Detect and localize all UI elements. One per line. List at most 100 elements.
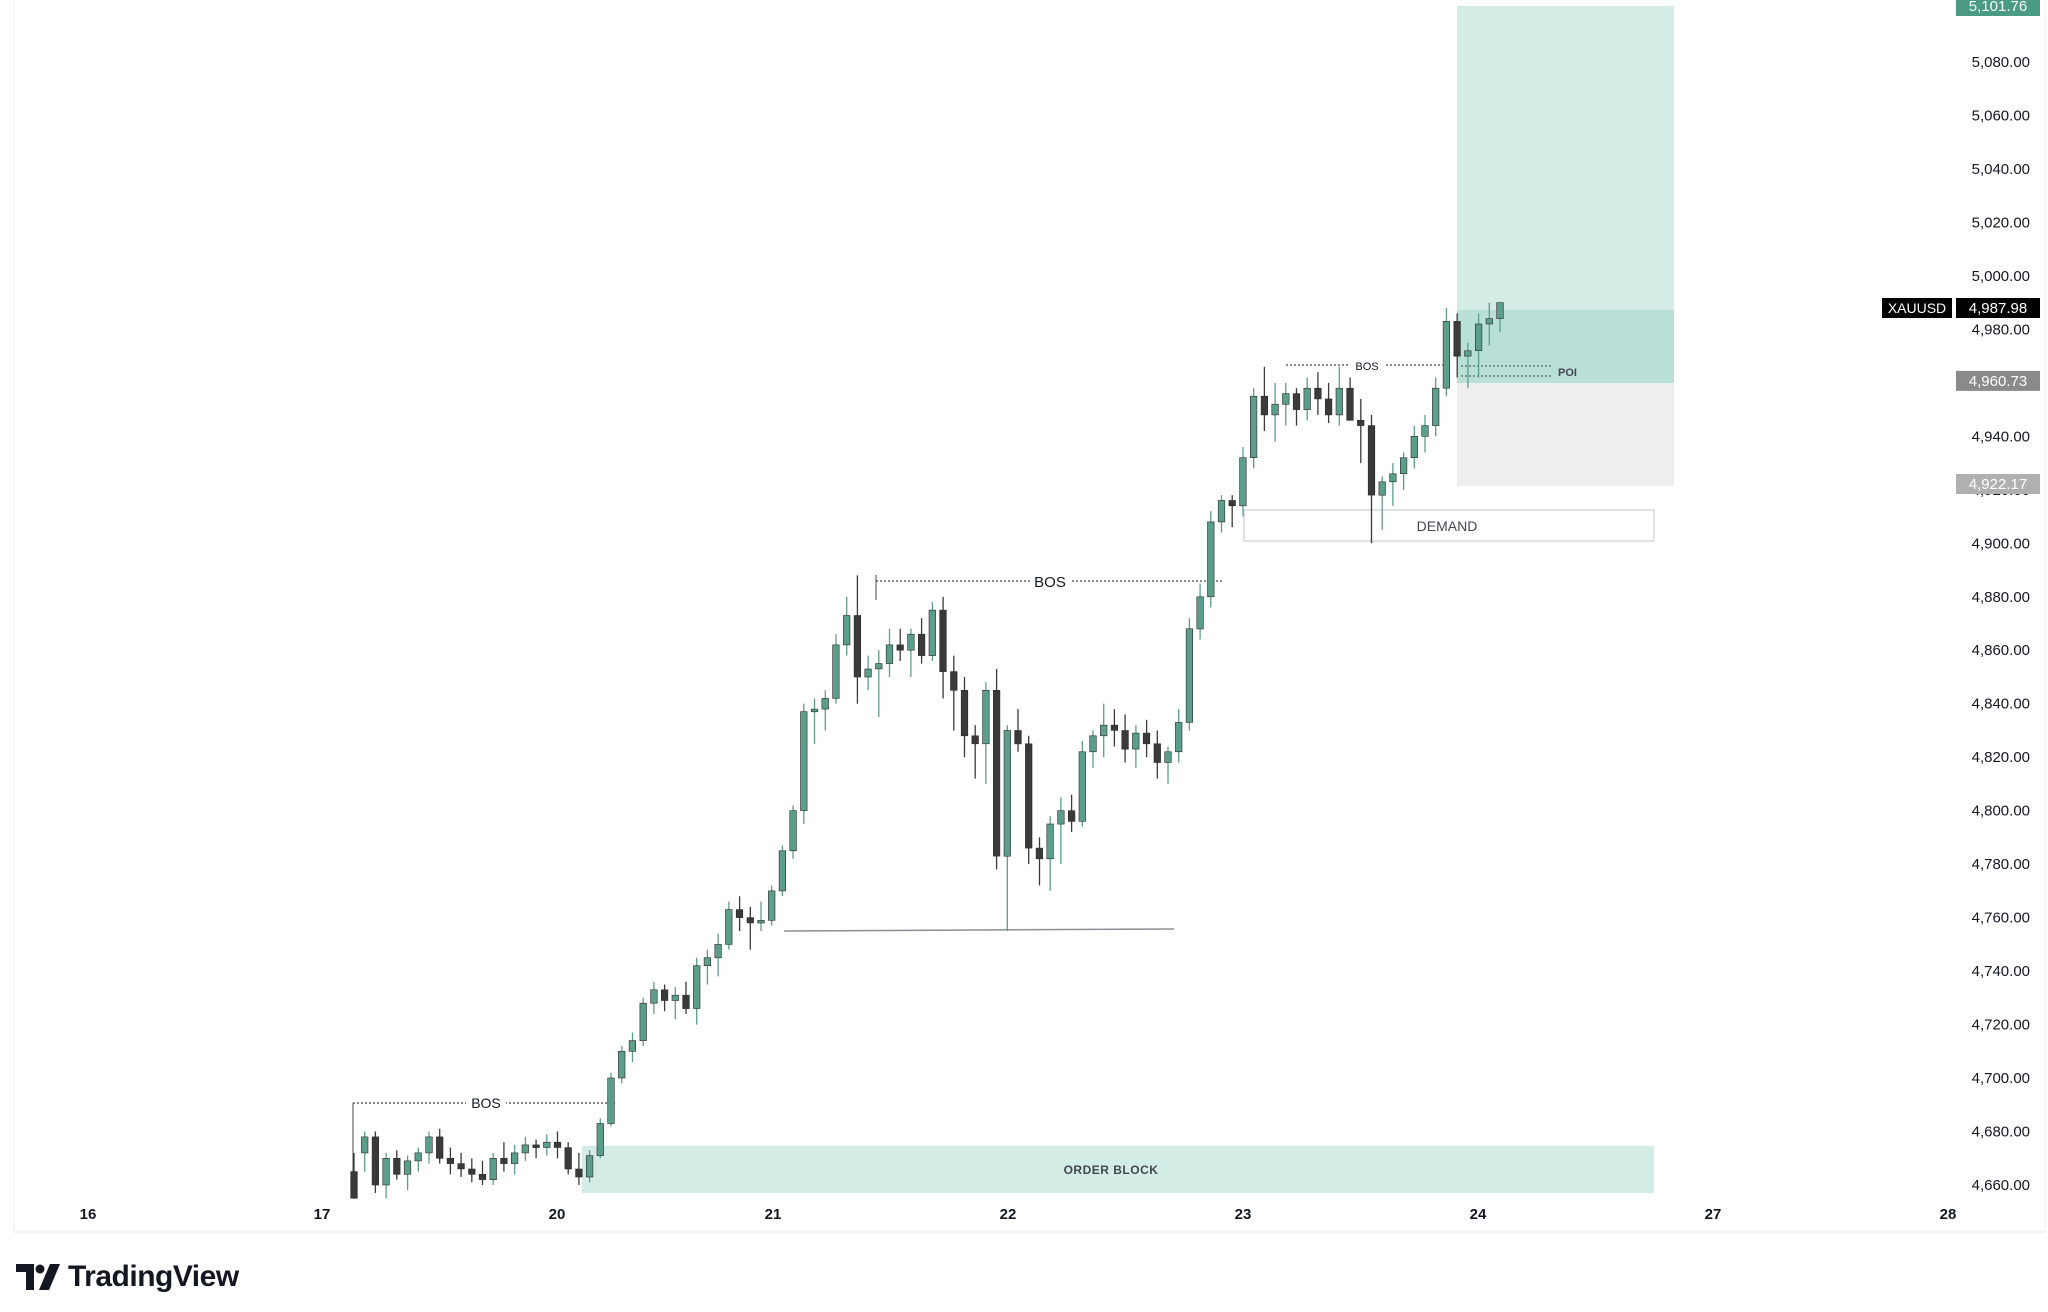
- candle: [1164, 746, 1172, 784]
- candle: [982, 682, 990, 784]
- candle: [875, 650, 883, 718]
- price-tick-label: 5,080.00: [1972, 54, 2030, 71]
- price-badge-label: 4,960.73: [1969, 373, 2027, 390]
- price-tick-label: 4,660.00: [1972, 1177, 2030, 1194]
- price-badge: 5,101.76: [1956, 0, 2040, 16]
- candle-body: [1175, 722, 1183, 753]
- candle-body: [800, 711, 808, 811]
- candle-body: [660, 989, 669, 1001]
- candle-body: [468, 1168, 476, 1175]
- bos-line-2[interactable]: BOS: [875, 572, 1222, 600]
- candle-body: [703, 957, 711, 967]
- candle-body: [1292, 393, 1301, 410]
- bos-line-3[interactable]: BOS: [1286, 358, 1448, 373]
- candle: [1250, 388, 1258, 469]
- candle: [1239, 447, 1247, 517]
- candle-body: [436, 1136, 444, 1159]
- entry-zone[interactable]: [1457, 310, 1674, 383]
- candle-body: [1035, 847, 1043, 860]
- candle-body: [639, 1002, 647, 1041]
- candle-series: [350, 302, 1504, 1199]
- price-badge-bg: [1956, 0, 2040, 16]
- price-tick-label: 4,900.00: [1972, 535, 2030, 552]
- candle: [543, 1134, 551, 1156]
- candle-body: [425, 1136, 433, 1154]
- candle-body: [950, 671, 958, 691]
- candle: [1367, 414, 1376, 544]
- candle: [350, 1152, 358, 1199]
- candle-body: [810, 708, 819, 713]
- time-scale[interactable]: 16 17 20 21 22 23 24 27 28: [80, 1206, 1957, 1223]
- price-badge: 4,922.17: [1956, 474, 2040, 494]
- candle: [457, 1152, 465, 1177]
- candle-body: [1196, 596, 1204, 630]
- candle-body: [393, 1158, 401, 1175]
- candle-body: [1432, 387, 1440, 426]
- date-tick-label: 17: [314, 1206, 331, 1223]
- candle-body: [746, 917, 754, 924]
- candle: [1442, 308, 1450, 397]
- candle: [917, 618, 926, 664]
- candle: [1228, 495, 1236, 528]
- candle: [725, 901, 733, 950]
- candle: [1389, 463, 1397, 506]
- candle-body: [1282, 393, 1290, 405]
- price-badge-bg: [1956, 474, 2040, 494]
- candle-body: [853, 615, 861, 678]
- candle: [436, 1128, 444, 1164]
- tradingview-brand[interactable]: TradingView: [16, 1260, 239, 1294]
- candle: [618, 1046, 626, 1084]
- candle-body: [414, 1152, 422, 1162]
- candle-body: [917, 633, 926, 656]
- demand-zone[interactable]: [1243, 509, 1655, 542]
- candle: [992, 669, 1001, 870]
- price-tick-label: 4,880.00: [1972, 589, 2030, 606]
- candle-body: [757, 919, 765, 924]
- candle: [1303, 377, 1311, 421]
- price-scale[interactable]: 4,660.00 4,680.00 4,700.00 4,720.00 4,740.00…: [1972, 54, 2030, 1194]
- price-badge-label: 5,101.76: [1969, 0, 2027, 15]
- support-line[interactable]: [783, 928, 1175, 932]
- candle-body: [1314, 387, 1322, 400]
- candle: [1110, 709, 1118, 747]
- poi-marker[interactable]: POI: [1461, 365, 1577, 379]
- candle-body: [650, 989, 658, 1004]
- candle-body: [864, 668, 872, 678]
- order-block-zone[interactable]: [582, 1146, 1654, 1193]
- candle-body: [500, 1158, 508, 1164]
- candle-body: [1367, 425, 1376, 496]
- candle: [489, 1152, 497, 1185]
- brand-name: TradingView: [68, 1260, 239, 1293]
- candle-body: [735, 909, 744, 918]
- candle-body: [885, 644, 894, 664]
- candle: [382, 1152, 390, 1199]
- candle: [1100, 703, 1108, 758]
- candle: [1132, 725, 1140, 768]
- price-badge: 4,960.73: [1956, 370, 2040, 391]
- candle-body: [682, 994, 690, 1009]
- price-badges: 5,101.76 XAUUSD 4,987.98 4,960.73 4,922.17: [1882, 0, 2040, 494]
- candle: [693, 957, 701, 1025]
- candle: [585, 1150, 594, 1183]
- price-tick-label: 4,780.00: [1972, 856, 2030, 873]
- candle-body: [1153, 743, 1161, 763]
- stop-zone[interactable]: [1457, 383, 1674, 486]
- candle: [1292, 388, 1301, 426]
- bos-line-1[interactable]: BOS: [352, 1094, 616, 1195]
- candle-body: [768, 890, 776, 921]
- candle: [393, 1150, 401, 1180]
- candle-body: [1325, 398, 1333, 416]
- target-zone[interactable]: [1457, 6, 1674, 310]
- symbol-badge-bg: [1882, 298, 1952, 318]
- candle: [789, 805, 797, 859]
- candle-body: [350, 1171, 358, 1199]
- candle: [671, 987, 679, 1020]
- candle: [1025, 735, 1033, 865]
- candle-body: [928, 609, 936, 656]
- candle-body: [1121, 730, 1129, 750]
- candle: [1421, 414, 1429, 453]
- candle-body: [778, 850, 786, 892]
- candle-body: [1410, 435, 1418, 458]
- candle-body: [1142, 732, 1151, 745]
